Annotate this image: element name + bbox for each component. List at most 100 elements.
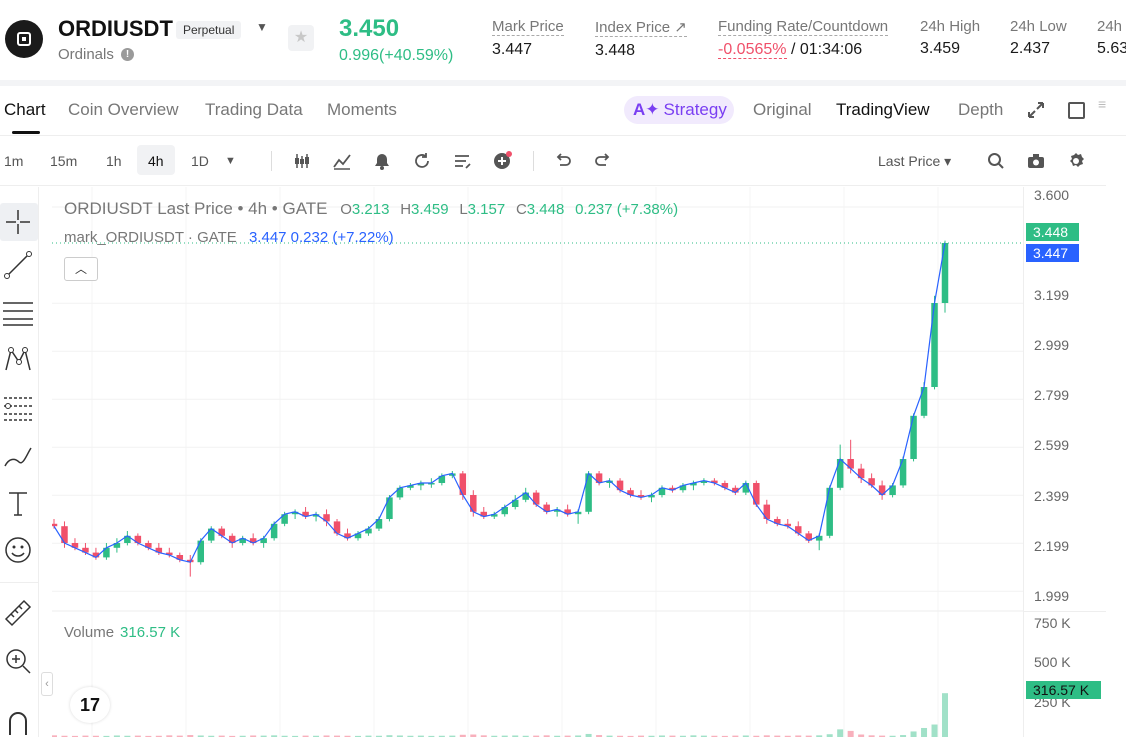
tab-trading-data[interactable]: Trading Data <box>205 100 303 119</box>
mark-price-value: 3.447 <box>492 41 533 58</box>
mark-price-badge: 3.447 <box>1026 244 1079 262</box>
price-tick: 3.199 <box>1034 287 1070 303</box>
crosshair-icon[interactable] <box>2 206 34 238</box>
funding-rate-label[interactable]: Funding Rate/Countdown <box>718 18 889 36</box>
volume-bar <box>585 733 592 737</box>
ai-icon: A✦ <box>633 100 660 119</box>
tab-tradingview[interactable]: TradingView <box>836 100 930 119</box>
symbol-name[interactable]: ORDIUSDT <box>58 16 173 41</box>
price-tick: 3.600 <box>1034 187 1070 203</box>
candle-type-icon[interactable] <box>292 151 312 171</box>
candle-body <box>417 483 425 486</box>
tab-depth[interactable]: Depth <box>958 100 1004 119</box>
volume-bar <box>847 730 854 737</box>
template-icon[interactable] <box>452 151 472 171</box>
volume-bar <box>92 735 99 737</box>
tf-1d[interactable]: 1D <box>191 153 209 169</box>
chevron-down-icon[interactable]: ▼ <box>225 155 236 167</box>
add-indicator-icon[interactable] <box>492 151 512 171</box>
camera-icon[interactable] <box>1026 151 1046 171</box>
volume-bar <box>858 734 865 737</box>
volume-bar <box>711 735 718 737</box>
volume-bar <box>323 735 330 737</box>
candle-body <box>931 303 938 387</box>
redo-icon[interactable] <box>593 151 613 171</box>
price-type-select[interactable]: Last Price ▾ <box>878 153 952 169</box>
info-icon[interactable]: ! <box>121 48 134 61</box>
volume-bar <box>554 735 561 737</box>
volume-bar <box>900 735 907 737</box>
alert-icon[interactable] <box>372 151 392 171</box>
index-price-label[interactable]: Index Price ↗ <box>595 19 687 37</box>
window-icon[interactable] <box>1068 102 1085 119</box>
candle-body <box>564 509 571 515</box>
volume-bar <box>575 735 582 737</box>
horizontal-lines-icon[interactable] <box>2 297 34 329</box>
fib-icon[interactable] <box>2 392 34 424</box>
strategy-button[interactable]: A✦ Strategy <box>624 96 734 124</box>
tab-moments[interactable]: Moments <box>327 100 397 119</box>
volume-bar <box>742 735 749 737</box>
volume-bar <box>606 735 613 737</box>
volume-bar <box>103 735 110 737</box>
replay-icon[interactable] <box>412 151 432 171</box>
volume-bar <box>564 735 571 737</box>
candle-body <box>826 487 833 536</box>
mark-price-label[interactable]: Mark Price <box>492 18 564 36</box>
candle-body <box>459 473 467 495</box>
price-tick: 2.399 <box>1034 488 1070 504</box>
volume-badge: 316.57 K <box>1026 681 1101 699</box>
candlestick-chart[interactable] <box>52 187 1023 737</box>
tab-original[interactable]: Original <box>753 100 812 119</box>
menu-icon[interactable]: ≡ <box>1098 96 1107 112</box>
volume-bar <box>596 735 603 737</box>
collapse-legend-button[interactable]: ︿ <box>64 257 98 281</box>
tradingview-logo[interactable]: 17 <box>70 687 110 723</box>
volume-bar <box>690 735 697 737</box>
volume-bar <box>260 735 267 737</box>
brush-icon[interactable] <box>2 440 34 472</box>
funding-countdown: / 01:34:06 <box>790 41 863 58</box>
volume-24h-label: 24h <box>1097 18 1123 35</box>
volume-bar <box>921 727 928 737</box>
zoom-icon[interactable] <box>2 645 34 677</box>
volume-bar <box>837 729 844 737</box>
volume-tick: 750 K <box>1034 615 1071 631</box>
pattern-icon[interactable] <box>2 344 34 376</box>
trendline-icon[interactable] <box>2 249 34 281</box>
chart-pane[interactable]: ORDIUSDT Last Price • 4h • GATE O3.213 H… <box>52 187 1106 737</box>
mark-series-value: 3.447 0.232 (+7.22%) <box>248 229 394 246</box>
text-icon[interactable] <box>2 487 34 519</box>
chevron-down-icon[interactable]: ▼ <box>256 20 268 34</box>
ruler-icon[interactable] <box>2 597 34 629</box>
emoji-icon[interactable] <box>2 534 34 566</box>
volume-bar <box>386 735 393 737</box>
tf-15m[interactable]: 15m <box>50 153 78 169</box>
candle-body <box>721 483 729 488</box>
price-scale[interactable]: 3.600 3.199 2.999 2.799 2.599 2.399 2.19… <box>1023 187 1107 737</box>
volume-bar <box>931 724 938 737</box>
expand-icon[interactable] <box>1026 100 1046 120</box>
candle-body <box>742 483 750 493</box>
volume-bar <box>826 734 833 737</box>
tab-coin-overview[interactable]: Coin Overview <box>68 100 179 119</box>
magnet-icon[interactable] <box>2 705 34 737</box>
candle-body <box>679 485 687 491</box>
collapse-toolbar-button[interactable]: ‹ <box>41 672 53 696</box>
tf-1m[interactable]: 1m <box>4 153 24 169</box>
settings-icon[interactable] <box>1066 151 1086 171</box>
toolbar-separator <box>271 151 272 171</box>
legend-close-key: C <box>515 201 527 218</box>
mark-price-stat: Mark Price 3.447 <box>492 18 564 59</box>
tab-chart[interactable]: Chart <box>4 100 46 119</box>
tf-1h[interactable]: 1h <box>106 153 122 169</box>
undo-icon[interactable] <box>553 151 573 171</box>
star-icon[interactable]: ★ <box>288 25 314 51</box>
tf-4h[interactable]: 4h <box>148 153 164 169</box>
volume-bar <box>480 735 487 737</box>
candle-body <box>71 543 79 548</box>
indicators-icon[interactable] <box>332 151 352 171</box>
mark-price-line <box>53 242 946 563</box>
search-icon[interactable] <box>986 151 1006 171</box>
chart-tabs: Chart Coin Overview Trading Data Moments… <box>0 86 1126 136</box>
